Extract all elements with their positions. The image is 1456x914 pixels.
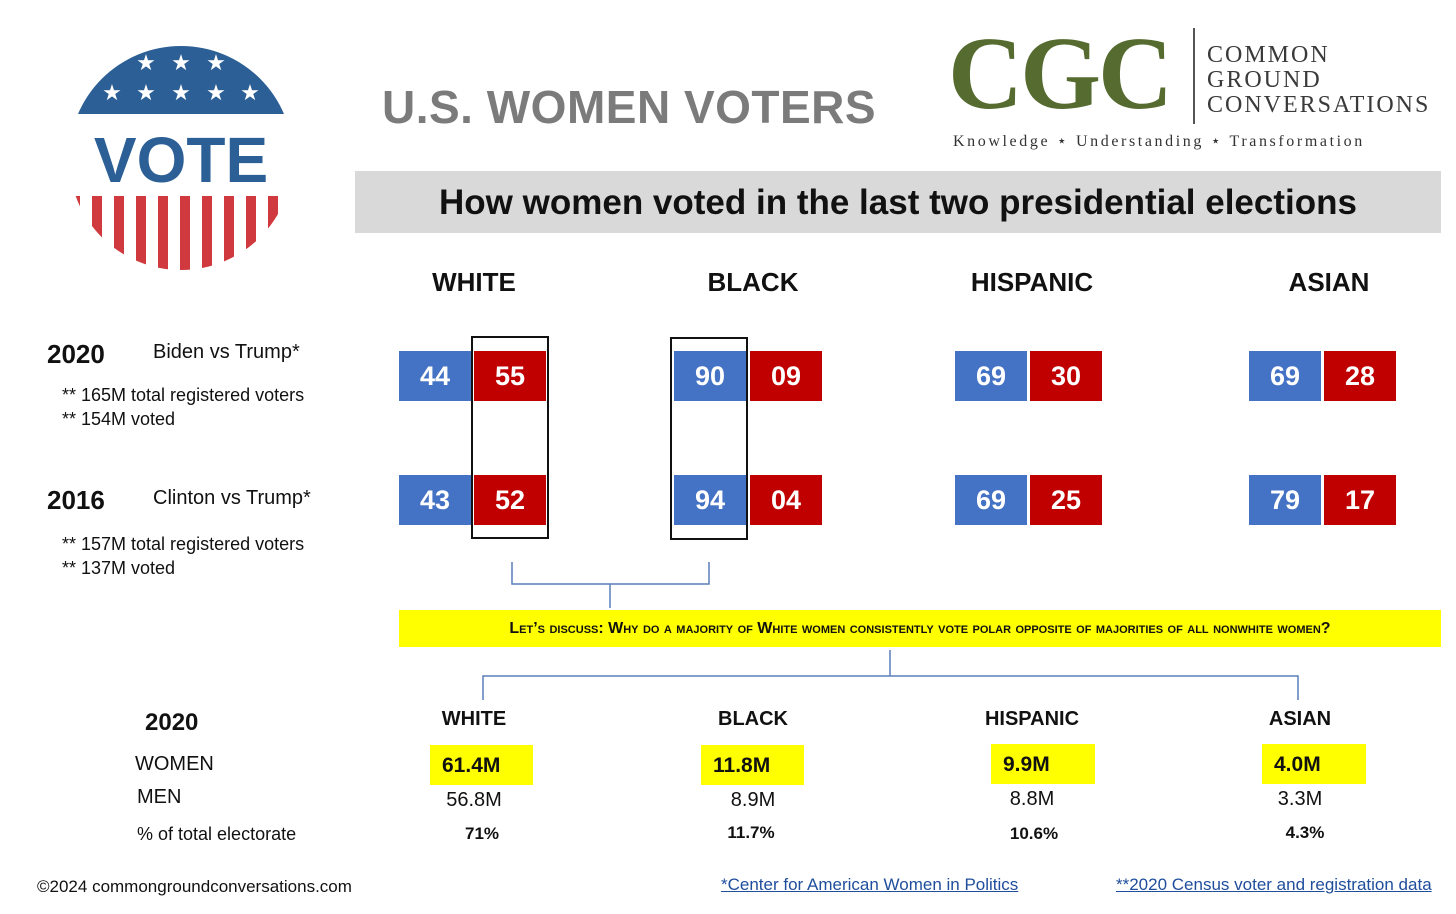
note-2016-registered: ** 157M total registered voters [62,534,305,554]
svg-text:★: ★ [136,81,156,106]
source-link-cawp[interactable]: *Center for American Women in Politics [721,875,1019,894]
note-2020-registered: ** 165M total registered voters [62,385,305,405]
logo-tagline: Knowledge ⋆ Understanding ⋆ Transformati… [953,133,1365,150]
row-label-pct: % of total electorate [137,824,297,844]
year-2016-label: 2016 [47,485,105,515]
svg-text:★: ★ [102,81,122,106]
discussion-question-text: Let’s discuss: Why do a majority of Whit… [509,620,1331,637]
copyright-text: ©2024 commongroundconversations.com [37,877,352,896]
logo-word-conversations: CONVERSATIONS [1207,92,1431,118]
logo-word-common: COMMON [1207,42,1330,68]
pct-white-value: 71% [464,824,500,843]
men-hispanic-value: 8.8M [1009,788,1055,810]
row-label-women: WOMEN [135,753,214,775]
women-white-value: 61.4M [430,745,533,785]
vote-2020-white-dem: 44 [399,351,471,401]
group-header-white: WHITE [432,267,516,297]
men-asian-value: 3.3M [1277,788,1323,810]
svg-text:★: ★ [171,81,191,106]
svg-text:★: ★ [206,51,226,76]
vote-2020-hispanic-dem: 69 [955,351,1027,401]
vote-2016-asian-dem: 79 [1249,475,1321,525]
pct-asian-value: 4.3% [1285,823,1325,842]
women-hispanic-value: 9.9M [991,744,1095,784]
pct-hispanic-value: 10.6% [1009,824,1059,843]
svg-text:★: ★ [206,81,226,106]
subtitle-text: How women voted in the last two presiden… [439,183,1357,222]
vote-2016-black-dem: 94 [674,475,746,525]
group-header-black: BLACK [707,267,799,297]
svg-text:★: ★ [136,51,156,76]
men-black-value: 8.9M [730,789,776,811]
electorate-header-hispanic: HISPANIC [984,708,1080,730]
pct-black-value: 11.7% [727,823,775,842]
vote-2016-hispanic-rep: 25 [1030,475,1102,525]
svg-text:★: ★ [240,81,260,106]
vote-2016-white-dem: 43 [399,475,471,525]
highlight-outline-black-dem [670,337,748,540]
row-label-men: MEN [137,786,182,808]
year-2020-label: 2020 [47,339,105,369]
group-header-asian: ASIAN [1288,267,1370,297]
vote-2020-black-rep: 09 [750,351,822,401]
vote-2020-black-dem: 90 [674,351,746,401]
men-white-value: 56.8M [446,789,502,811]
discussion-question-banner: Let’s discuss: Why do a majority of Whit… [399,610,1441,647]
women-asian-value: 4.0M [1262,744,1366,784]
svg-text:★: ★ [171,51,191,76]
vote-2020-asian-rep: 28 [1324,351,1396,401]
group-header-hispanic: HISPANIC [970,267,1094,297]
vote-badge-logo: ★ ★ ★ ★ ★ ★ ★ ★ VOTE [69,46,293,270]
electorate-header-black: BLACK [718,708,788,730]
women-black-value: 11.8M [701,745,804,785]
page-title: U.S. WOMEN VOTERS [382,81,877,133]
note-2020-voted: ** 154M voted [62,409,176,429]
vote-2020-asian-dem: 69 [1249,351,1321,401]
cgc-logo-letters: CGC [948,16,1173,131]
electorate-year-label: 2020 [145,709,199,736]
source-link-census[interactable]: **2020 Census voter and registration dat… [1116,875,1432,894]
highlight-outline-white-rep [471,336,549,539]
vote-2020-hispanic-rep: 30 [1030,351,1102,401]
vote-2020-white-rep: 55 [474,351,546,401]
electorate-header-white: WHITE [441,708,507,730]
electorate-header-asian: ASIAN [1268,708,1332,730]
vote-2016-white-rep: 52 [474,475,546,525]
subtitle-bar: How women voted in the last two presiden… [355,171,1441,233]
vote-2016-asian-rep: 17 [1324,475,1396,525]
vote-2016-hispanic-dem: 69 [955,475,1027,525]
vote-badge-text: VOTE [94,124,268,196]
vote-2016-black-rep: 04 [750,475,822,525]
logo-divider [1193,28,1195,124]
matchup-2016: Clinton vs Trump* [153,487,311,509]
matchup-2020: Biden vs Trump* [153,341,300,363]
note-2016-voted: ** 137M voted [62,558,176,578]
logo-word-ground: GROUND [1207,67,1322,93]
